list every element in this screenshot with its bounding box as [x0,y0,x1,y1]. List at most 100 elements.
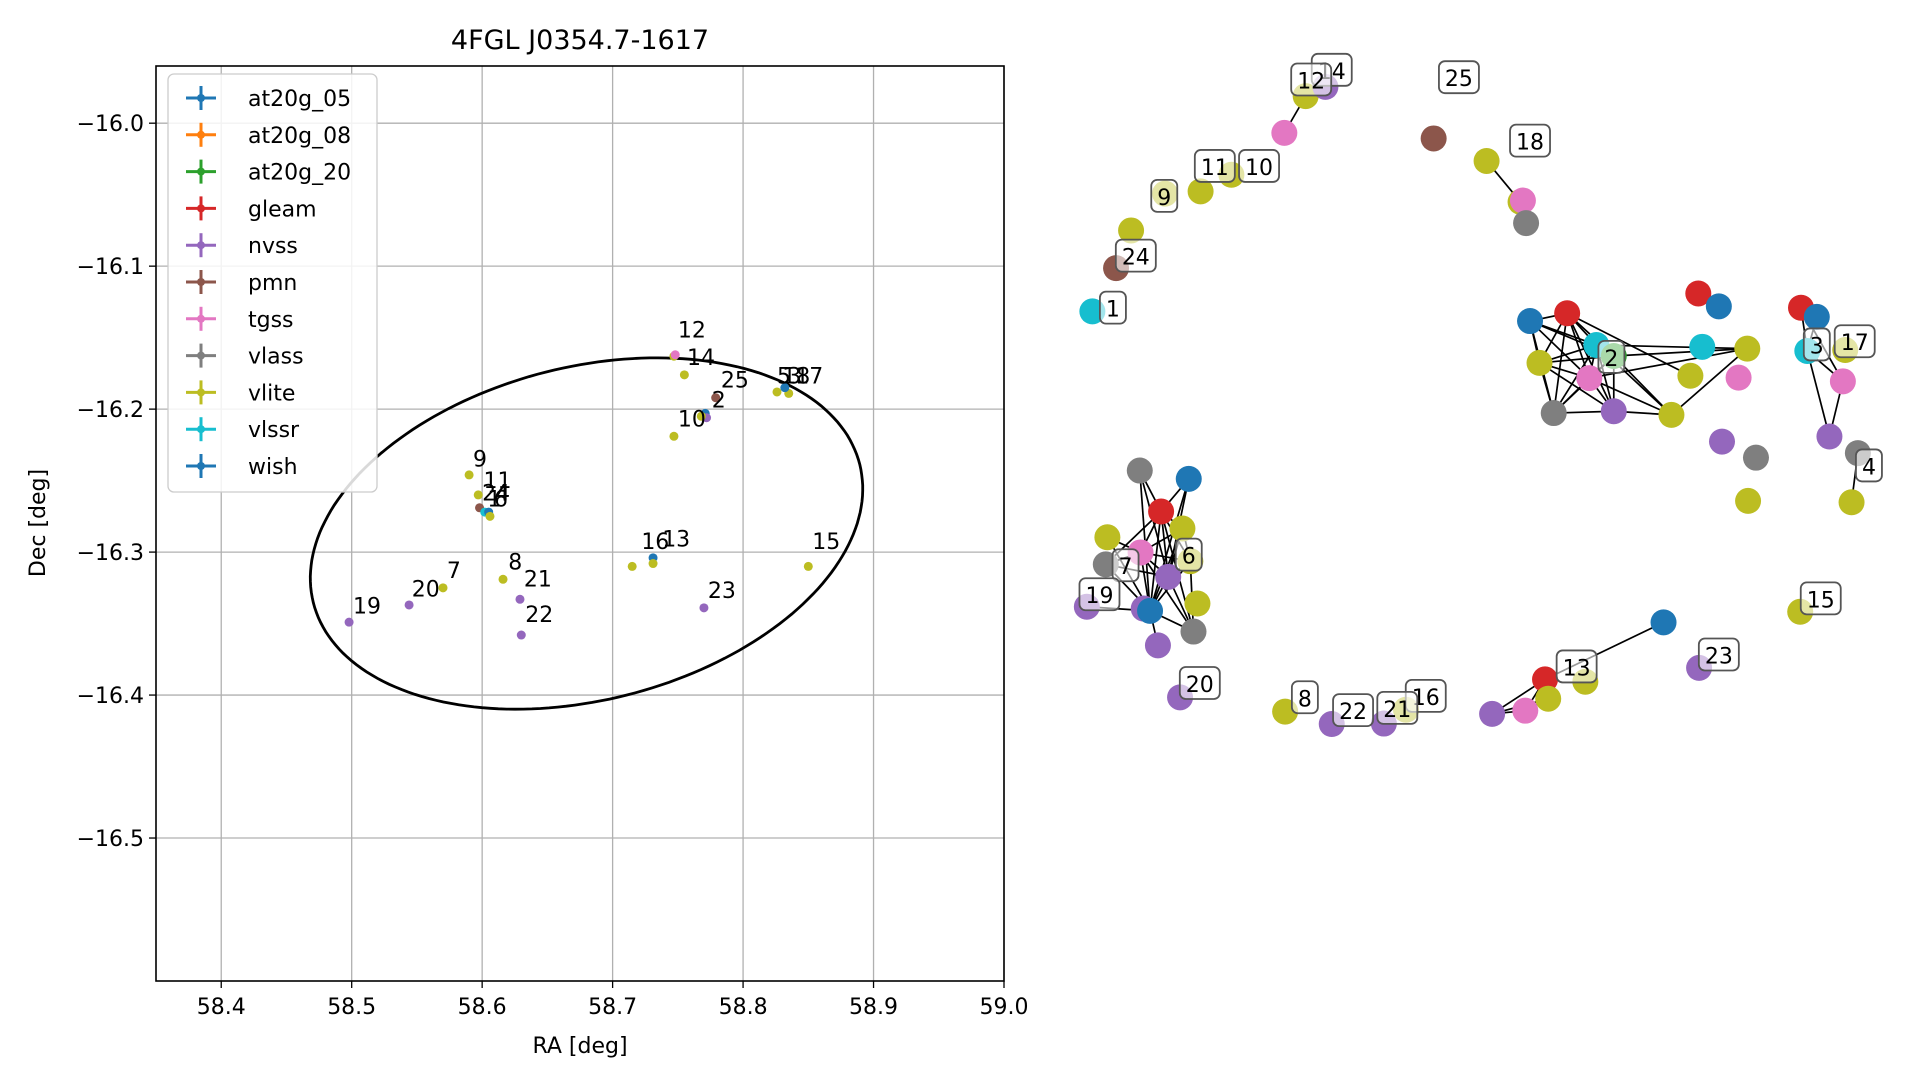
network-node [1144,632,1171,659]
label-text: 15 [1807,588,1835,613]
network-node [1271,119,1298,146]
network-node [1658,401,1685,428]
network-node [1184,590,1211,617]
network-node [1540,400,1567,427]
legend-marker-dot [197,167,205,176]
legend-label: vlass [248,345,304,370]
network-node [1532,666,1559,693]
y-tick-label: −16.5 [77,827,144,852]
network-node-label: 24 [1114,238,1157,273]
network-node [1420,125,1447,152]
label-box [1332,693,1374,728]
legend-marker-dot [197,388,205,397]
x-tick-label: 58.8 [719,995,768,1020]
label-text: 11 [1201,156,1229,181]
y-tick-label: −16.1 [77,255,144,280]
scatter-point-label: 5 [777,364,791,389]
label-box [1078,577,1121,612]
legend-marker-dot [197,425,205,434]
x-ticks: 58.4 58.5 58.6 58.7 58.8 58.9 59.0 [197,981,1029,1020]
legend-marker-dot [197,462,205,470]
network-node [1079,298,1106,325]
label-text: 6 [1182,545,1196,570]
network-node [1094,524,1121,551]
scatter-point-label: 10 [678,407,706,432]
network-node-label: 18 [1509,123,1551,158]
scatter-point-label: 13 [662,527,690,552]
network-node [1509,187,1536,214]
network-node-label: 9 [1150,178,1179,213]
network-node [1689,333,1716,360]
scatter-point-label: 2 [712,389,726,414]
label-text: 10 [1245,156,1273,181]
network-node-label: 10 [1238,149,1280,183]
scatter-point [515,594,525,604]
legend-entry: pmn [186,270,297,296]
network-node-label: 20 [1178,666,1221,700]
network-node-label: 4 [1855,448,1883,483]
network-node-label: 15 [1799,581,1842,616]
network-edge [1670,348,1748,416]
network-edge [1529,320,1590,379]
scatter-point [404,600,414,610]
network-node [1526,349,1553,376]
network-node-label: 1 [1099,290,1127,325]
y-ticks: −16.0 −16.1 −16.2 −16.3 −16.4 −16.5 [77,112,156,852]
legend-entry: at20g_08 [186,122,351,149]
scatter-point-label: 9 [473,447,487,472]
network-node [1600,398,1627,425]
scatter-point-label: 3 [787,364,801,389]
network-edge [1553,344,1598,414]
scatter-point [438,583,448,593]
label-text: 18 [1516,131,1544,156]
network-node [1677,362,1704,389]
legend-marker-dot [197,130,205,139]
legend-marker-dot [197,204,205,213]
scatter-point [803,561,813,571]
x-tick-label: 59.0 [980,995,1029,1020]
label-text: 1 [1106,298,1120,323]
legend-marker-dot [197,278,205,286]
network-node [1513,210,1540,237]
scatter-point-label: 20 [412,577,440,602]
label-text: 19 [1085,584,1113,609]
legend-label: wish [248,455,298,480]
scatter-point-label: 1 [487,487,501,512]
label-box [1438,60,1480,95]
network-node-label: 11 [1193,149,1236,183]
legend-entry: vlssr [186,417,300,443]
network-node-label: 21 [1376,690,1419,725]
scatter-point-label: 12 [678,319,706,344]
scatter-point [669,431,679,441]
legend-marker-dot [197,94,205,102]
scatter-point [648,559,658,569]
network-node-label: 2 [1597,339,1626,374]
network-node [1180,618,1207,645]
ellipse-path [308,356,865,711]
plot-frame [155,65,1005,982]
legend-marker-dot [197,241,205,250]
network-node [1685,280,1712,307]
network-node [1709,428,1735,455]
network-node [1512,697,1539,724]
label-box [1174,537,1203,572]
network-node [1479,700,1506,727]
label-box [1799,581,1842,616]
legend-entry: vlite [186,380,295,406]
y-tick-label: −16.0 [77,112,144,137]
label-text: 2 [1604,347,1618,372]
network-node [1137,597,1164,624]
network-node [1829,368,1856,395]
x-axis-label: RA [deg] [532,1034,627,1059]
scatter-point [498,574,508,584]
scatter-point-label: 24 [482,482,510,507]
scatter-point [780,383,790,393]
scatter-point-label: 6 [494,487,508,512]
network-node [1118,217,1145,244]
legend-entry: at20g_20 [186,159,351,186]
network-node [1169,515,1196,542]
chart-title: 4FGL J0354.7-1617 [451,25,709,56]
scatter-point [516,630,526,640]
